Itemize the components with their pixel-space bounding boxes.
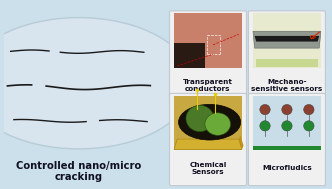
Ellipse shape [205,113,230,135]
FancyBboxPatch shape [174,13,242,68]
Circle shape [0,18,193,149]
Polygon shape [253,31,321,48]
Polygon shape [239,135,244,149]
FancyBboxPatch shape [170,11,246,103]
Polygon shape [255,36,319,42]
FancyBboxPatch shape [174,43,205,68]
Text: Transparent
conductors: Transparent conductors [183,79,233,92]
FancyBboxPatch shape [256,59,318,67]
Ellipse shape [260,121,270,131]
Text: Microfludics: Microfludics [262,165,312,171]
Ellipse shape [260,105,270,115]
FancyBboxPatch shape [174,96,242,150]
FancyArrow shape [127,54,165,120]
Text: Controlled nano/micro
cracking: Controlled nano/micro cracking [16,161,141,182]
FancyBboxPatch shape [248,11,325,103]
FancyBboxPatch shape [253,146,321,150]
FancyBboxPatch shape [248,93,325,186]
Text: Chemical
Sensors: Chemical Sensors [189,162,227,175]
Ellipse shape [179,104,241,140]
Text: Mechano-
sensitive sensors: Mechano- sensitive sensors [251,79,323,92]
Polygon shape [174,139,242,149]
FancyBboxPatch shape [253,13,321,68]
Ellipse shape [304,121,314,131]
Ellipse shape [282,105,292,115]
Ellipse shape [186,105,214,132]
Ellipse shape [282,121,292,131]
FancyBboxPatch shape [253,96,321,150]
FancyBboxPatch shape [174,13,242,68]
FancyBboxPatch shape [170,93,246,186]
FancyBboxPatch shape [253,96,321,150]
Ellipse shape [304,105,314,115]
FancyBboxPatch shape [253,13,321,68]
